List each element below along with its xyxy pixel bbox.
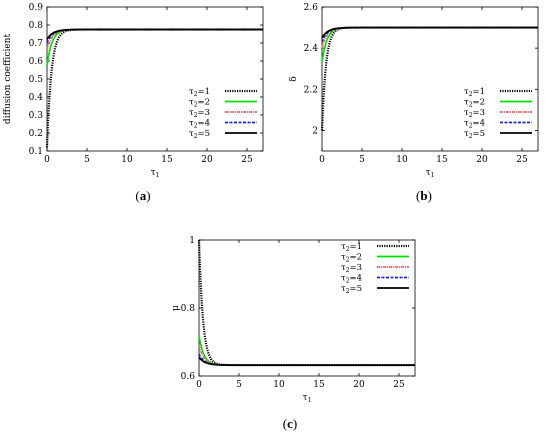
panel-caption: (b) [416,188,432,203]
x-tick-label: 10 [273,380,285,390]
y-tick-label: 1 [189,236,195,246]
legend-entry-label: τ2=1 [341,242,362,253]
x-tick-label: 5 [84,155,90,165]
series-line-tau2-2 [46,28,263,67]
series-line-tau2-3 [321,26,538,49]
series-line-tau2-1 [197,239,415,367]
y-tick-label: 0.4 [29,93,44,103]
x-tick-label: 5 [359,155,365,165]
y-axis-label: μ [171,305,181,311]
series-line-tau2-1 [320,26,538,131]
y-tick-label: 0.6 [181,372,196,382]
plot-frame [198,239,416,377]
y-tick-label: 0.2 [29,129,43,139]
x-tick-label: 20 [201,155,213,165]
legend-entry-label: τ2=2 [341,253,362,264]
y-tick-label: 0.6 [29,57,44,67]
x-axis-label: τ1 [151,168,160,179]
series-line-tau2-4 [321,26,538,43]
legend-entry-label: τ2=3 [341,263,362,274]
x-tick-label: 20 [353,380,365,390]
legend-entry-label: τ2=5 [464,129,485,140]
legend-entry-label: τ2=4 [464,119,485,130]
y-tick-label: 0.9 [29,3,44,13]
y-tick-label: 0.1 [29,147,43,157]
x-tick-label: 15 [313,380,325,390]
legend-entry-label: τ2=4 [189,119,210,130]
y-tick-label: 2.2 [304,85,318,95]
x-tick-label: 0 [196,380,202,390]
x-axis-label: τ1 [426,168,435,179]
x-tick-label: 0 [44,155,50,165]
chart-panel-1: 0 5 10 15 20 25 0.1 0.2 0.3 0.4 0.5 0.6 0.7 0.8 0.9 τ1 d… [3,3,264,203]
x-tick-label: 20 [476,155,488,165]
x-tick-label: 10 [121,155,133,165]
y-tick-label: 0.5 [29,75,44,85]
y-tick-label: 2.4 [304,44,319,54]
series-line-tau2-5 [46,28,263,40]
legend-entry-label: τ2=4 [341,274,362,285]
legend-entry-label: τ2=2 [189,98,210,109]
chart-panel-2: 0 5 10 15 20 25 2 2.2 2.4 2.6 τ1 δ τ2=1τ2=2τ2=3τ2=4τ… [289,3,539,203]
chart-panel-3: 0 5 10 15 20 25 0.6 0.8 1 τ1 μ τ2=1τ2=2τ2=3τ2=4τ2=5… [171,236,416,431]
x-tick-label: 10 [396,155,408,165]
panel-caption: (a) [135,188,150,203]
y-tick-label: 2.6 [304,3,319,13]
series-line-tau2-2 [321,26,538,63]
panel-caption: (c) [283,416,297,431]
legend-entry-label: τ2=2 [464,98,485,109]
series-line-tau2-3 [46,28,263,51]
plot-frame [321,6,539,152]
x-tick-label: 25 [241,155,253,165]
x-tick-label: 25 [516,155,528,165]
legend-entry-label: τ2=5 [189,129,210,140]
legend-entry-label: τ2=1 [189,87,210,98]
x-tick-label: 15 [436,155,448,165]
series-line-tau2-4 [46,28,263,44]
legend-entry-label: τ2=3 [464,108,485,119]
y-tick-label: 0.7 [29,39,44,49]
x-tick-label: 0 [319,155,325,165]
series-line-tau2-5 [198,356,415,367]
legend-entry-label: τ2=3 [189,108,210,119]
y-tick-label: 2 [312,126,318,136]
legend-entry-label: τ2=5 [341,284,362,295]
y-tick-label: 0.8 [29,21,44,31]
x-tick-label: 5 [236,380,242,390]
x-tick-label: 15 [161,155,173,165]
series-line-tau2-1 [45,28,263,148]
series-line-tau2-4 [198,353,415,366]
y-tick-label: 0.3 [29,111,44,121]
x-tick-label: 25 [393,380,405,390]
y-axis-label: δ [289,76,299,81]
y-axis-label: diffusion coefficient [3,34,13,125]
legend-entry-label: τ2=1 [464,87,485,98]
x-axis-label: τ1 [303,393,312,404]
series-line-tau2-2 [198,335,415,366]
series-line-tau2-5 [321,26,538,39]
y-tick-label: 0.8 [181,304,196,314]
series-line-tau2-3 [198,345,415,366]
